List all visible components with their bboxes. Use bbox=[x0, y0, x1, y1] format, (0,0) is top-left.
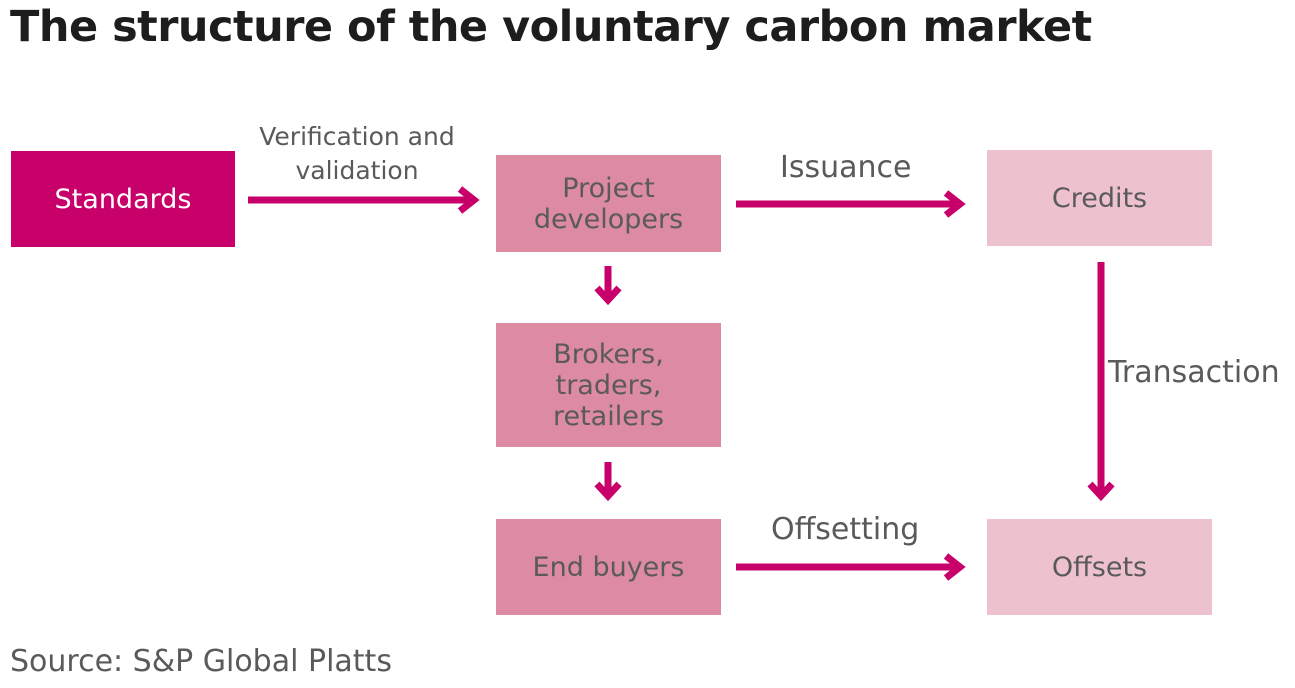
node-standards-label: Standards bbox=[54, 183, 192, 215]
node-credits: Credits bbox=[987, 150, 1212, 246]
node-project-developers: Project developers bbox=[496, 155, 721, 252]
edge-label-transaction: Transaction bbox=[1108, 355, 1280, 390]
node-end-buyers: End buyers bbox=[496, 519, 721, 615]
arrow-standards-to-developers bbox=[248, 186, 480, 214]
node-credits-label: Credits bbox=[1051, 182, 1148, 214]
node-project-developers-label: Project developers bbox=[533, 172, 684, 235]
arrow-developers-to-credits bbox=[736, 190, 966, 218]
arrow-credits-to-offsets bbox=[1087, 262, 1115, 502]
node-brokers-label: Brokers, traders, retailers bbox=[552, 338, 665, 432]
diagram-title: The structure of the voluntary carbon ma… bbox=[10, 2, 1092, 52]
edge-label-verification: Verification and validation bbox=[259, 122, 455, 185]
arrow-brokers-to-endbuyers bbox=[594, 462, 622, 502]
node-end-buyers-label: End buyers bbox=[532, 551, 685, 583]
node-offsets: Offsets bbox=[987, 519, 1212, 615]
arrow-developers-to-brokers bbox=[594, 266, 622, 306]
edge-label-issuance: Issuance bbox=[780, 150, 912, 185]
node-brokers-traders-retailers: Brokers, traders, retailers bbox=[496, 323, 721, 447]
source-note: Source: S&P Global Platts bbox=[10, 644, 392, 679]
node-standards: Standards bbox=[11, 151, 235, 247]
edge-label-offsetting: Offsetting bbox=[771, 512, 920, 547]
node-offsets-label: Offsets bbox=[1051, 551, 1148, 583]
arrow-endbuyers-to-offsets bbox=[736, 553, 966, 581]
